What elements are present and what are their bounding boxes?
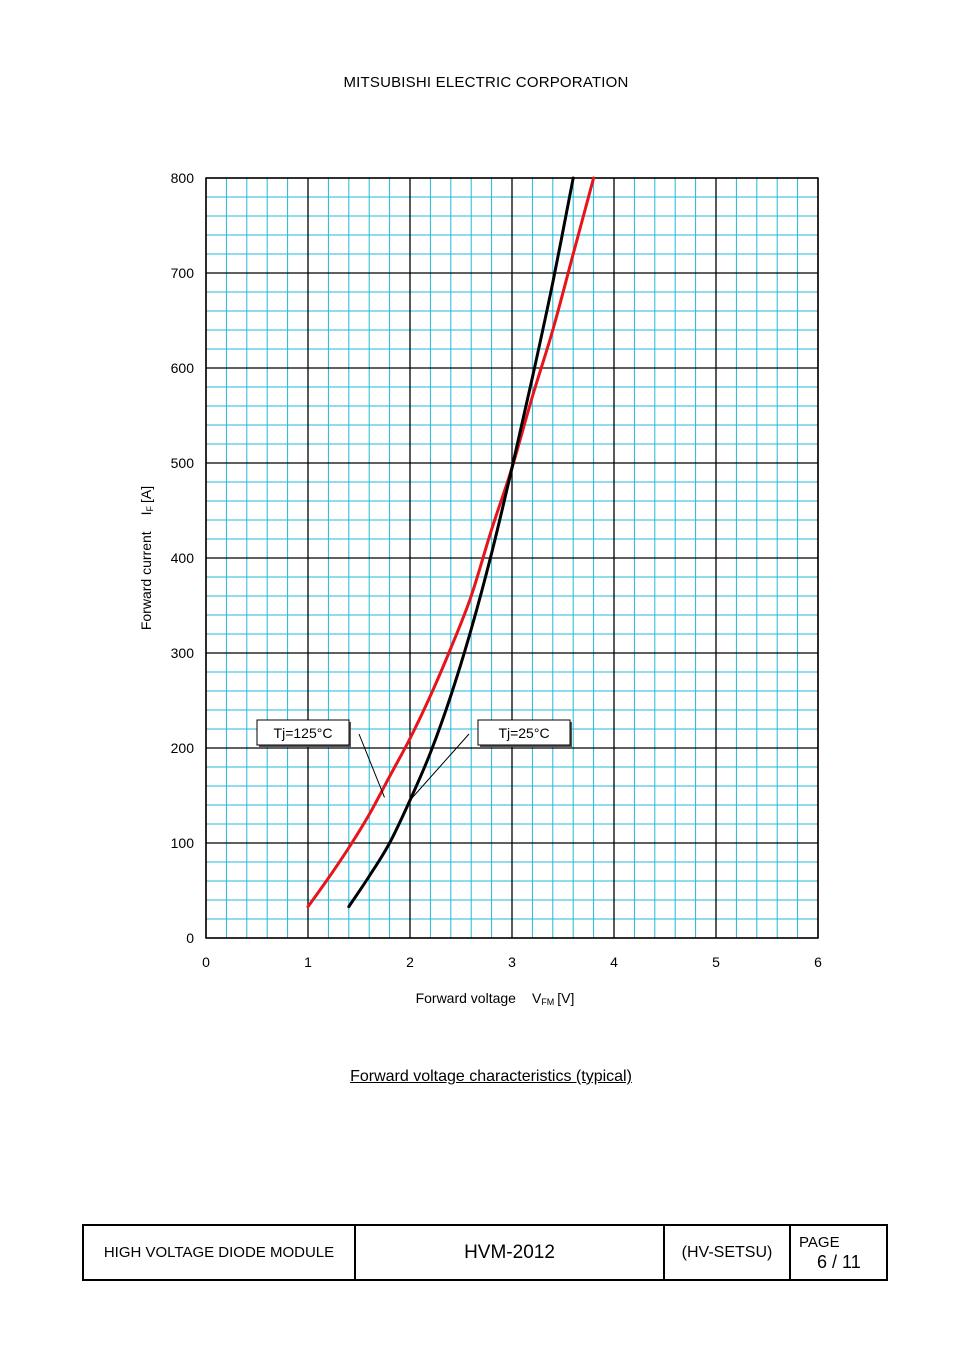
y-tick-label: 100 bbox=[171, 835, 195, 851]
page-info: PAGE 6 / 11 bbox=[791, 1226, 886, 1279]
x-axis-label-text: Forward voltage bbox=[416, 990, 517, 1006]
x-tick-label: 0 bbox=[202, 954, 210, 970]
annotation-leader bbox=[358, 733, 385, 798]
x-tick-label: 1 bbox=[304, 954, 312, 970]
title-block: HIGH VOLTAGE DIODE MODULE HVM-2012 (HV-S… bbox=[82, 1224, 888, 1281]
x-tick-label: 3 bbox=[508, 954, 516, 970]
y-tick-label: 200 bbox=[171, 740, 195, 756]
annotation-layer: Tj=125°C Tj=25°C bbox=[256, 719, 572, 801]
annotation-label: Tj=125°C bbox=[274, 725, 333, 741]
series-tj125-line bbox=[306, 176, 596, 909]
annotation-box bbox=[477, 719, 571, 746]
chart-caption: Forward voltage characteristics (typical… bbox=[350, 1068, 632, 1085]
x-axis-symbol: V bbox=[532, 990, 542, 1006]
annotation-leader bbox=[409, 733, 470, 801]
y-tick-label: 400 bbox=[171, 550, 195, 566]
y-tick-labels: 0 100 200 300 400 500 600 700 800 bbox=[171, 170, 195, 946]
y-axis-label-text: Forward current bbox=[138, 531, 154, 630]
document-code: (HV-SETSU) bbox=[665, 1226, 791, 1279]
product-name: HIGH VOLTAGE DIODE MODULE bbox=[84, 1226, 356, 1279]
y-tick-label: 300 bbox=[171, 645, 195, 661]
y-axis-label: Forward current IF [A] bbox=[138, 486, 155, 630]
plot-frame bbox=[205, 177, 819, 939]
y-tick-label: 600 bbox=[171, 360, 195, 376]
x-axis-subscript: FM bbox=[541, 997, 554, 1007]
annotation-box bbox=[256, 719, 350, 746]
series-tj25-line bbox=[347, 176, 575, 909]
y-tick-label: 800 bbox=[171, 170, 195, 186]
x-tick-labels: 0 1 2 3 4 5 6 bbox=[202, 954, 822, 970]
model-number: HVM-2012 bbox=[356, 1226, 665, 1279]
y-tick-label: 700 bbox=[171, 265, 195, 281]
y-axis-symbol: I bbox=[138, 511, 154, 515]
series-layer bbox=[306, 176, 596, 909]
page-number: 6 / 11 bbox=[817, 1251, 861, 1272]
y-axis-subscript: F bbox=[145, 505, 155, 511]
x-axis-unit: [V] bbox=[557, 990, 574, 1006]
y-axis-unit: [A] bbox=[138, 486, 154, 503]
page-label: PAGE bbox=[799, 1233, 840, 1251]
company-header: MITSUBISHI ELECTRIC CORPORATION bbox=[343, 74, 629, 91]
x-tick-label: 2 bbox=[406, 954, 414, 970]
x-tick-label: 5 bbox=[712, 954, 720, 970]
y-tick-label: 500 bbox=[171, 455, 195, 471]
x-axis-label: Forward voltage VFM [V] bbox=[416, 990, 575, 1007]
y-tick-label: 0 bbox=[186, 930, 194, 946]
annotation-label: Tj=25°C bbox=[498, 725, 549, 741]
x-tick-label: 6 bbox=[814, 954, 822, 970]
x-tick-label: 4 bbox=[610, 954, 618, 970]
